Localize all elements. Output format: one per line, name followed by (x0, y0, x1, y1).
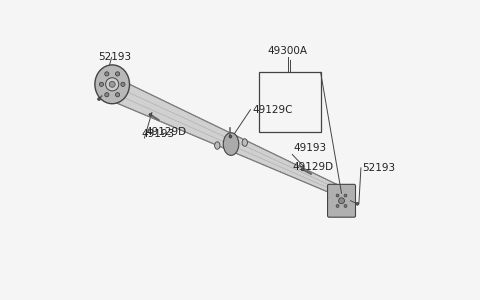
Text: 49300A: 49300A (268, 46, 308, 56)
Circle shape (116, 93, 120, 97)
Ellipse shape (215, 142, 220, 149)
Ellipse shape (242, 139, 248, 146)
Circle shape (344, 194, 347, 197)
Circle shape (149, 113, 152, 116)
Ellipse shape (95, 65, 130, 104)
Circle shape (116, 72, 120, 76)
Polygon shape (114, 81, 352, 201)
Circle shape (97, 98, 100, 100)
Circle shape (121, 82, 125, 86)
Text: 49193: 49193 (294, 143, 327, 153)
Circle shape (99, 82, 104, 86)
Text: 49129D: 49129D (146, 127, 187, 136)
Circle shape (106, 78, 119, 91)
Circle shape (338, 198, 345, 204)
Text: 52193: 52193 (98, 52, 132, 62)
Circle shape (301, 168, 304, 171)
Circle shape (105, 93, 109, 97)
Circle shape (336, 205, 339, 208)
Circle shape (356, 202, 359, 205)
Text: 49193: 49193 (142, 129, 175, 139)
Circle shape (105, 72, 109, 76)
FancyBboxPatch shape (327, 184, 356, 217)
Ellipse shape (223, 133, 239, 155)
Circle shape (336, 194, 339, 197)
Circle shape (229, 135, 232, 138)
Text: 49129C: 49129C (252, 105, 292, 115)
Circle shape (109, 81, 115, 87)
Text: 49129D: 49129D (292, 162, 334, 172)
Circle shape (344, 205, 347, 208)
Bar (259, 72, 321, 132)
Text: 52193: 52193 (362, 163, 396, 173)
